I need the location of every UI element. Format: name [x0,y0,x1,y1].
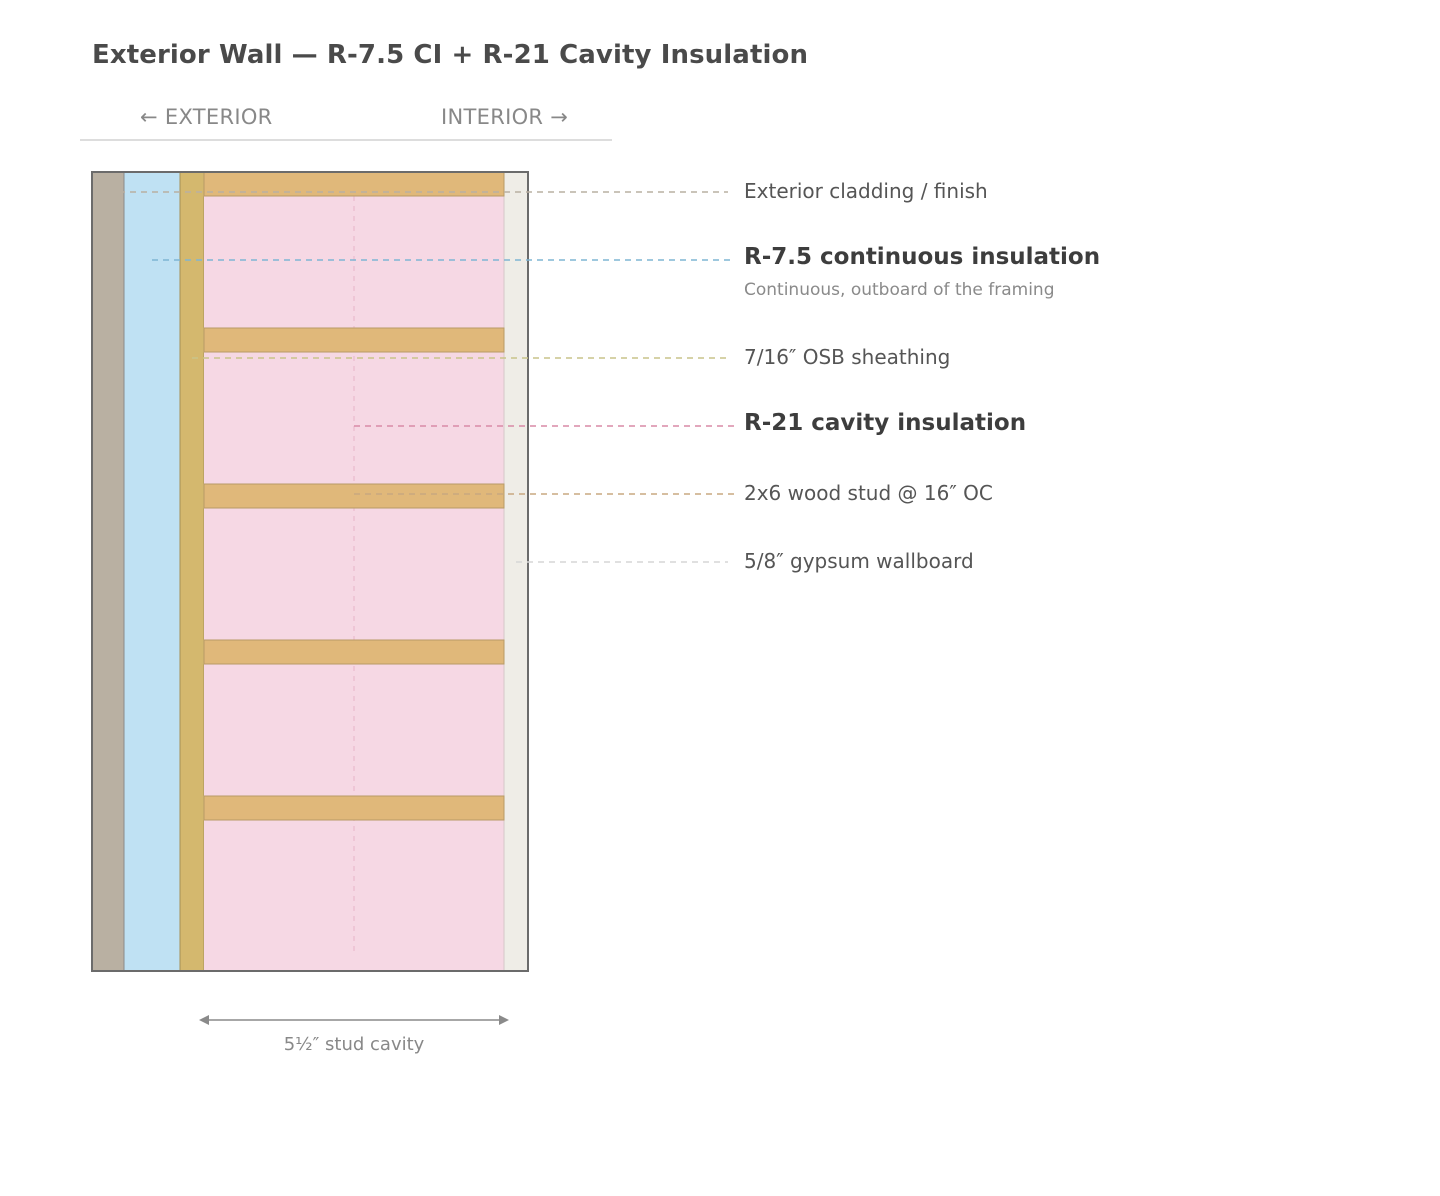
wood-stud [203,483,505,509]
osb-sheathing-layer [180,172,204,971]
wall-outline [91,171,529,972]
interior-direction-label: INTERIOR → [441,105,569,129]
wood-stud-label: 2x6 wood stud @ 16″ OC [744,481,993,505]
continuous-insulation-label: R-7.5 continuous insulation [744,244,1101,270]
wood-stud [203,639,505,665]
cavity-dimension-label: 5½″ stud cavity [283,1034,425,1055]
cavity-insulation-label: R-21 cavity insulation [744,410,1027,436]
gypsum-wallboard-layer [504,172,528,971]
continuous-insulation-layer [124,172,180,971]
wood-stud [203,327,505,353]
cladding-label: Exterior cladding / finish [744,179,988,203]
osb-sheathing-label: 7/16″ OSB sheathing [744,345,951,369]
diagram-title: Exterior Wall — R-7.5 CI + R-21 Cavity I… [92,40,809,70]
gypsum-wallboard-label: 5/8″ gypsum wallboard [744,549,974,573]
exterior-direction-label: ← EXTERIOR [140,105,273,129]
wood-stud [203,795,505,821]
continuous-insulation-sublabel: Continuous, outboard of the framing [744,280,1055,300]
cavity-dimension-arrow [199,1015,509,1025]
cladding-layer [92,172,124,971]
cavity-insulation-layer [204,172,504,971]
direction-divider [80,139,612,141]
